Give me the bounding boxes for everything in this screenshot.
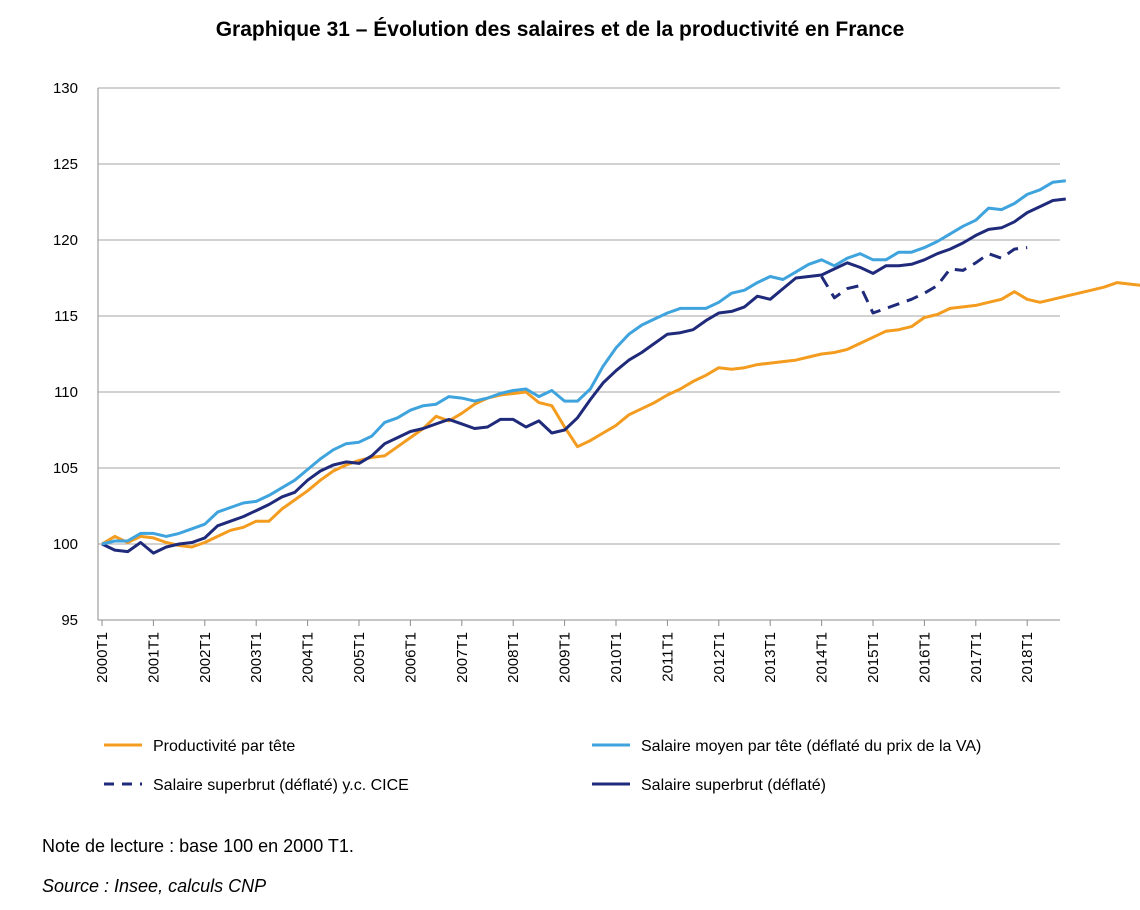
legend-label: Productivité par tête <box>153 738 295 755</box>
x-tick-label: 2015T1 <box>865 632 882 683</box>
grid <box>97 87 1060 621</box>
x-tick-label: 2004T1 <box>300 632 317 683</box>
x-tick-label: 2008T1 <box>505 632 522 683</box>
y-tick-label: 130 <box>53 80 78 97</box>
legend: Productivité par tête Salaire moyen par t… <box>104 738 981 794</box>
chart: Graphique 31 – Évolution des salaires et… <box>53 18 1140 794</box>
x-tick-label: 2013T1 <box>762 632 779 683</box>
x-tick-label: 2007T1 <box>454 632 471 683</box>
reading-note: Note de lecture : base 100 en 2000 T1. <box>42 836 354 856</box>
legend-label: Salaire superbrut (déflaté) y.c. CICE <box>153 777 409 794</box>
series-line-2 <box>101 179 1066 546</box>
series-line-1 <box>101 281 1140 549</box>
x-tick-label: 2003T1 <box>248 632 265 683</box>
chart-title: Graphique 31 – Évolution des salaires et… <box>216 18 905 41</box>
y-tick-label: 95 <box>61 612 78 629</box>
x-tick-label: 2002T1 <box>197 632 214 683</box>
x-axis-ticks: 2000T1 2001T1 2002T1 2003T1 2004T1 2005T1 2006… <box>94 620 1036 683</box>
y-tick-label: 125 <box>53 156 78 173</box>
x-tick-label: 2012T1 <box>711 632 728 683</box>
series-line-3 <box>820 246 1028 315</box>
legend-label: Salaire superbrut (déflaté) <box>641 777 826 794</box>
legend-label: Salaire moyen par tête (déflaté du prix … <box>641 738 981 755</box>
x-tick-label: 2018T1 <box>1019 632 1036 683</box>
x-tick-label: 2006T1 <box>402 632 419 683</box>
y-tick-label: 115 <box>54 308 78 325</box>
y-tick-label: 110 <box>54 384 78 401</box>
series-line-4 <box>101 197 1066 555</box>
x-tick-label: 2001T1 <box>145 632 162 683</box>
series-lines <box>101 179 1140 555</box>
x-tick-label: 2009T1 <box>557 632 574 683</box>
y-axis-ticks: 95 100 105 110 115 120 125 130 <box>53 80 78 629</box>
x-tick-label: 2000T1 <box>94 632 111 683</box>
x-tick-label: 2014T1 <box>814 632 831 683</box>
x-tick-label: 2005T1 <box>351 632 368 683</box>
source-note: Source : Insee, calculs CNP <box>42 876 267 896</box>
y-tick-label: 105 <box>53 460 78 477</box>
x-tick-label: 2011T1 <box>659 632 676 682</box>
x-tick-label: 2016T1 <box>916 632 933 683</box>
x-tick-label: 2010T1 <box>608 632 625 683</box>
y-tick-label: 120 <box>53 232 78 249</box>
x-tick-label: 2017T1 <box>968 632 985 683</box>
y-tick-label: 100 <box>53 536 78 553</box>
